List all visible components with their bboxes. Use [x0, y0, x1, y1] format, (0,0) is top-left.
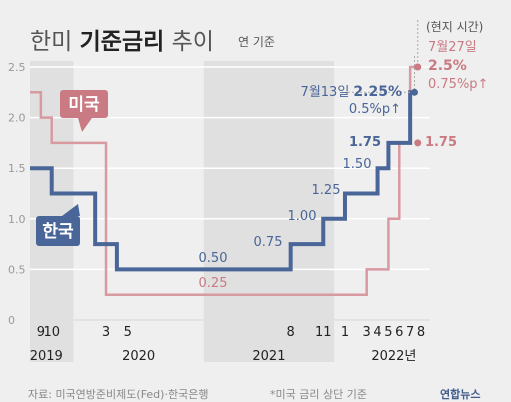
x-tick-label: 3 [102, 325, 110, 340]
kr-final-date: 7월13일 [301, 85, 354, 100]
x-tick-label: 6 [395, 325, 403, 340]
us-legend-box [60, 90, 108, 118]
kr-step-label: 1.50 [343, 157, 372, 172]
title-light-1: 한미 [30, 29, 80, 55]
us-local-time: (현지 시간) [426, 20, 483, 34]
x-tick-label: 11 [315, 325, 332, 340]
y-tick-label: 0 [8, 314, 15, 327]
title-bold: 기준금리 [79, 29, 165, 55]
y-tick-label: 1.0 [8, 213, 26, 226]
us-final-change: 0.75%p↑ [428, 77, 488, 92]
us-legend-tail [78, 118, 92, 132]
chart-subtitle: 연 기준 [238, 35, 275, 49]
kr-legend-label: 한국 [42, 222, 74, 242]
us-jun-dot [414, 139, 422, 147]
kr-final-annotation: 7월13일 2.25% [301, 84, 402, 100]
agency-logo: 연합뉴스 [440, 388, 481, 401]
x-tick-label: 8 [287, 325, 295, 340]
us-flat-label: 0.25 [199, 276, 228, 291]
source-note: 자료: 미국연방준비제도(Fed)·한국은행 [28, 388, 209, 401]
footnote: *미국 금리 상단 기준 [270, 388, 367, 401]
us-legend-label: 미국 [68, 95, 100, 115]
y-tick-label: 0.5 [8, 263, 26, 276]
chart-title: 한미 기준금리 추이 [30, 22, 214, 56]
x-tick-label: 7 [406, 325, 414, 340]
x-tick-label: 9 [37, 325, 45, 340]
korea-rate-line [30, 90, 415, 272]
x-tick-label: 5 [124, 325, 132, 340]
kr-final-value: 2.25% [353, 84, 402, 100]
y-tick-label: 2.0 [8, 112, 26, 125]
title-light-2: 추이 [164, 29, 214, 55]
kr-final-dot [410, 88, 418, 96]
us-final-value: 2.5% [428, 58, 467, 74]
y-tick-label: 2.5 [8, 61, 26, 74]
x-tick-label: 3 [363, 325, 371, 340]
kr-flat-label: 0.50 [199, 251, 228, 266]
kr-legend-tail [62, 204, 80, 216]
x-tick-label: 1 [341, 325, 349, 340]
kr-jun-label: 1.75 [349, 135, 381, 150]
kr-step-label: 0.75 [254, 235, 283, 250]
us-final-dot [414, 63, 422, 71]
year-label: 2022년 [371, 349, 416, 364]
x-tick-label: 10 [43, 325, 60, 340]
us-jun-label: 1.75 [425, 135, 457, 150]
kr-legend-box [36, 216, 80, 246]
kr-final-change: 0.5%p↑ [349, 102, 401, 117]
x-tick-label: 5 [384, 325, 392, 340]
year-band-2 [203, 61, 335, 362]
x-tick-label: 8 [417, 325, 425, 340]
year-label: 2020 [122, 349, 155, 364]
year-label: 2019 [30, 349, 63, 364]
year-label: 2021 [252, 349, 285, 364]
kr-step-label: 1.00 [288, 209, 317, 224]
y-tick-label: 1.5 [8, 162, 26, 175]
us-final-date: 7월27일 [428, 40, 477, 55]
x-tick-label: 4 [373, 325, 381, 340]
kr-step-label: 1.25 [312, 183, 341, 198]
